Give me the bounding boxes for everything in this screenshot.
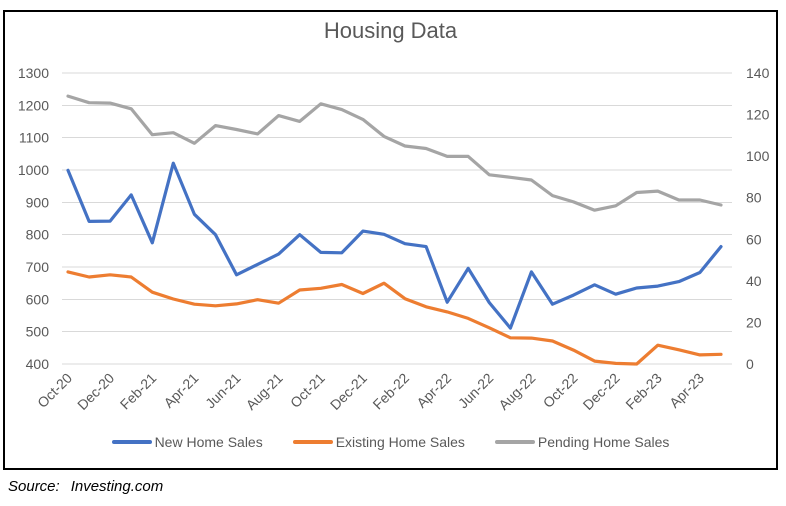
y-axis-right-tick-label: 60 bbox=[746, 231, 762, 247]
source-label: Source: bbox=[8, 478, 60, 495]
y-axis-left-tick-label: 600 bbox=[26, 291, 50, 307]
chart-frame bbox=[3, 10, 778, 470]
legend-line-swatch-icon bbox=[494, 439, 535, 445]
x-axis-tick-label: Aug-21 bbox=[243, 370, 286, 413]
y-axis-right-tick-label: 140 bbox=[746, 65, 770, 81]
y-axis-right-tick-label: 40 bbox=[746, 273, 762, 289]
source-note: Source: Investing.com bbox=[8, 478, 163, 495]
series-line-pending-home-sales bbox=[66, 94, 723, 212]
series-line-new-home-sales bbox=[66, 161, 723, 330]
y-axis-left-tick-label: 900 bbox=[26, 194, 50, 210]
chart-legend: New Home Sales Existing Home Sales Pendi… bbox=[3, 431, 778, 453]
x-axis-tick-label: Apr-22 bbox=[413, 370, 454, 411]
legend-line-swatch-icon bbox=[111, 439, 152, 445]
y-axis-right-tick-label: 20 bbox=[746, 314, 762, 330]
x-axis-tick-label: Oct-20 bbox=[34, 370, 75, 411]
x-axis-tick-label: Feb-21 bbox=[117, 370, 160, 413]
y-axis-left-tick-label: 700 bbox=[26, 259, 50, 275]
legend-label: New Home Sales bbox=[154, 434, 263, 450]
legend-label: Existing Home Sales bbox=[335, 434, 465, 450]
chart-title: Housing Data bbox=[323, 18, 458, 43]
legend-label: Pending Home Sales bbox=[537, 434, 670, 450]
x-axis-tick-label: Apr-21 bbox=[160, 370, 201, 411]
source-value: Investing.com bbox=[70, 478, 164, 495]
y-axis-left-tick-label: 1000 bbox=[18, 162, 49, 178]
y-axis-left-tick-label: 1200 bbox=[18, 97, 49, 113]
y-axis-right-tick-label: 120 bbox=[746, 107, 770, 123]
y-axis-left-tick-label: 800 bbox=[26, 227, 50, 243]
x-axis-tick-label: Dec-22 bbox=[580, 370, 623, 413]
x-axis-tick-label: Dec-20 bbox=[74, 370, 117, 413]
x-axis-tick-label: Oct-21 bbox=[287, 370, 328, 411]
x-axis-tick-label: Jun-22 bbox=[455, 370, 497, 412]
x-axis-tick-label: Aug-22 bbox=[495, 370, 538, 413]
legend-item-new-home-sales: New Home Sales bbox=[111, 434, 263, 450]
x-axis-tick-label: Feb-23 bbox=[622, 370, 665, 413]
y-axis-left-tick-label: 1300 bbox=[18, 65, 49, 81]
y-axis-right-tick-label: 80 bbox=[746, 190, 762, 206]
y-axis-left-tick-label: 400 bbox=[26, 356, 50, 372]
y-axis-left-tick-label: 500 bbox=[26, 324, 50, 340]
x-axis-tick-label: Apr-23 bbox=[666, 370, 707, 411]
series-line-existing-home-sales bbox=[66, 270, 723, 366]
x-axis-tick-label: Dec-21 bbox=[327, 370, 370, 413]
x-axis-tick-label: Jun-21 bbox=[202, 370, 244, 412]
y-axis-right-tick-label: 0 bbox=[746, 356, 754, 372]
legend-item-pending-home-sales: Pending Home Sales bbox=[494, 434, 670, 450]
x-axis-tick-label: Feb-22 bbox=[369, 370, 412, 413]
legend-item-existing-home-sales: Existing Home Sales bbox=[292, 434, 465, 450]
y-axis-left-tick-label: 1100 bbox=[19, 130, 49, 146]
x-axis-tick-label: Oct-22 bbox=[540, 370, 581, 411]
y-axis-right-tick-label: 100 bbox=[746, 148, 770, 164]
legend-line-swatch-icon bbox=[292, 439, 333, 445]
